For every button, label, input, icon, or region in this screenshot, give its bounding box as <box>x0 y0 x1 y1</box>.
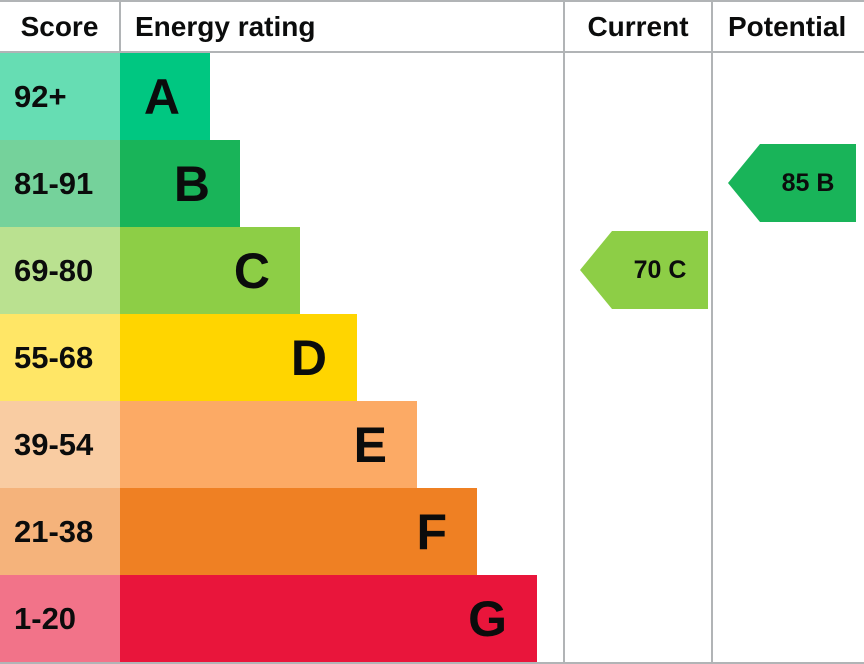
band-letter: A <box>143 68 180 125</box>
band-row-f: 21-38 F <box>0 488 864 575</box>
current-rating-value: 70 C <box>633 255 687 284</box>
rating-bar: G <box>120 575 537 662</box>
score-range-label: 55-68 <box>14 339 94 375</box>
top-border-line <box>0 0 864 2</box>
rating-bar: F <box>120 488 477 575</box>
header-divider-line <box>0 51 864 53</box>
score-range-label: 92+ <box>14 78 67 114</box>
band-letter: G <box>468 590 507 647</box>
rating-bar: E <box>120 401 417 488</box>
score-cell: 92+ <box>0 53 120 140</box>
score-range-label: 81-91 <box>14 165 94 201</box>
band-letter: F <box>416 503 447 560</box>
potential-rating-arrow: 85 B <box>728 144 856 222</box>
potential-rating-value: 85 B <box>781 168 835 197</box>
score-column-header: Score <box>20 10 99 42</box>
band-row-e: 39-54 E <box>0 401 864 488</box>
score-cell: 69-80 <box>0 227 120 314</box>
band-letter: E <box>353 416 387 473</box>
band-letter: C <box>233 242 270 299</box>
energy-rating-column-header: Energy rating <box>135 10 316 42</box>
score-range-label: 1-20 <box>14 600 77 636</box>
current-column-divider-line <box>563 0 565 662</box>
chart-header: Score Energy rating Current Potential <box>0 2 864 51</box>
bottom-border-line <box>0 662 864 664</box>
rating-bar: B <box>120 140 240 227</box>
rating-bar: D <box>120 314 357 401</box>
band-rows: 92+ A 81-91 B 69-80 C 55-68 <box>0 53 864 662</box>
band-row-d: 55-68 D <box>0 314 864 401</box>
band-row-c: 69-80 C <box>0 227 864 314</box>
potential-column-header: Potential <box>728 10 847 42</box>
score-range-label: 21-38 <box>14 513 94 549</box>
score-range-label: 69-80 <box>14 252 94 288</box>
band-row-g: 1-20 G <box>0 575 864 662</box>
rating-bar: A <box>120 53 210 140</box>
score-cell: 39-54 <box>0 401 120 488</box>
score-cell: 21-38 <box>0 488 120 575</box>
score-column-divider-line <box>119 0 121 51</box>
score-cell: 55-68 <box>0 314 120 401</box>
score-cell: 1-20 <box>0 575 120 662</box>
band-row-a: 92+ A <box>0 53 864 140</box>
score-cell: 81-91 <box>0 140 120 227</box>
score-range-label: 39-54 <box>14 426 94 462</box>
band-letter: B <box>173 155 210 212</box>
potential-column-divider-line <box>711 0 713 662</box>
band-row-b: 81-91 B <box>0 140 864 227</box>
band-letter: D <box>290 329 327 386</box>
rating-bar: C <box>120 227 300 314</box>
current-column-header: Current <box>587 10 689 42</box>
